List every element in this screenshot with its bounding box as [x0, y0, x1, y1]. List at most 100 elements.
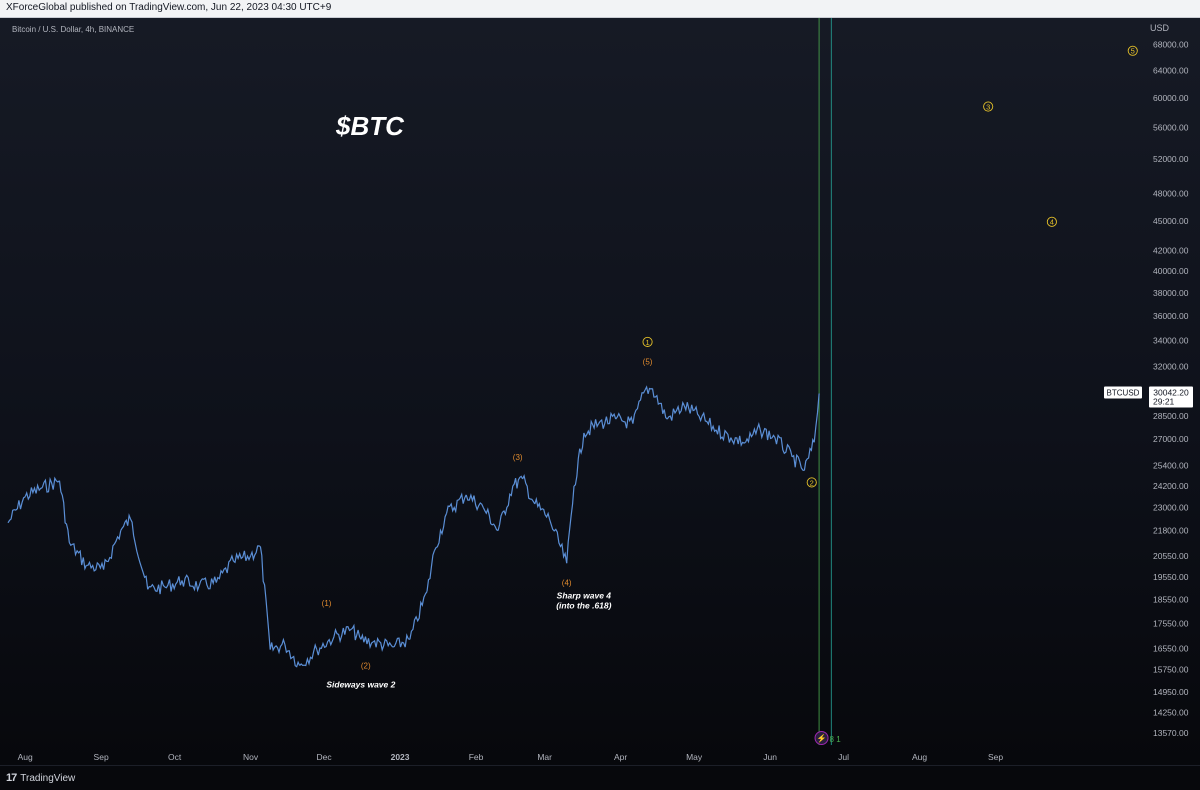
price-series-segment[interactable]: [730, 435, 746, 447]
wave-label-minor[interactable]: (1): [322, 599, 332, 608]
price-series-segment[interactable]: [497, 485, 514, 531]
wave-label-major[interactable]: 1: [645, 338, 649, 347]
price-series-segment[interactable]: [745, 421, 761, 444]
y-tick-label: 16550.00: [1153, 643, 1189, 653]
wave-label-minor[interactable]: (3): [513, 453, 523, 462]
price-series-segment[interactable]: [548, 518, 568, 564]
price-series-segment[interactable]: [360, 633, 374, 650]
price-series-segment[interactable]: [791, 453, 805, 471]
price-series-segment[interactable]: [583, 419, 600, 439]
y-tick-label: 24200.00: [1153, 481, 1189, 491]
y-tick-label: 18550.00: [1153, 595, 1189, 605]
y-tick-label: 15750.00: [1153, 665, 1189, 675]
price-series-segment[interactable]: [120, 513, 132, 531]
price-series-segment[interactable]: [68, 542, 87, 571]
price-series-segment[interactable]: [350, 623, 362, 641]
price-series-segment[interactable]: [181, 574, 200, 593]
price-series-segment[interactable]: [7, 496, 26, 524]
wave-label-major[interactable]: 5: [1131, 47, 1135, 56]
price-series-segment[interactable]: [651, 388, 668, 420]
price-series-segment[interactable]: [644, 385, 653, 394]
price-series-segment[interactable]: [147, 580, 166, 595]
price-series-segment[interactable]: [164, 576, 183, 592]
y-tick-label: 19550.00: [1153, 572, 1189, 582]
y-tick-label: 21800.00: [1153, 526, 1189, 536]
y-tick-label: 68000.00: [1153, 39, 1189, 49]
price-series-segment[interactable]: [482, 507, 499, 532]
price-series-segment[interactable]: [803, 437, 815, 471]
price-series-segment[interactable]: [372, 636, 394, 652]
price-series-segment[interactable]: [522, 473, 536, 505]
x-tick-label: Jul: [838, 752, 849, 762]
price-series-segment[interactable]: [632, 389, 646, 424]
price-series-segment[interactable]: [426, 550, 435, 592]
y-tick-label: 20550.00: [1153, 551, 1189, 561]
x-tick-label: Oct: [168, 752, 182, 762]
price-series-segment[interactable]: [813, 393, 820, 443]
tradingview-brand: TradingView: [20, 772, 76, 784]
price-series-segment[interactable]: [512, 475, 524, 489]
y-tick-label: 56000.00: [1153, 122, 1189, 132]
price-series-segment[interactable]: [465, 493, 484, 512]
wave-label-major[interactable]: 4: [1050, 218, 1054, 227]
x-tick-label: Dec: [317, 752, 333, 762]
last-price-label[interactable]: 30042.20: [1153, 388, 1189, 398]
y-tick-label: 48000.00: [1153, 188, 1189, 198]
chart-area[interactable]: [0, 18, 1200, 765]
wave-label-minor[interactable]: (4): [562, 579, 572, 588]
price-series-segment[interactable]: [86, 560, 105, 572]
price-series-segment[interactable]: [698, 411, 717, 433]
price-series-segment[interactable]: [333, 625, 352, 644]
price-series-segment[interactable]: [446, 492, 467, 514]
price-series-segment[interactable]: [392, 633, 411, 648]
y-tick-label: 34000.00: [1153, 336, 1189, 346]
price-series-segment[interactable]: [566, 485, 575, 564]
price-series-segment[interactable]: [409, 591, 428, 640]
price-series-segment[interactable]: [666, 400, 685, 421]
price-series-segment[interactable]: [615, 412, 634, 429]
price-series-segment[interactable]: [759, 427, 776, 441]
price-series-segment[interactable]: [598, 411, 617, 429]
wave-label-minor[interactable]: (5): [643, 357, 653, 366]
x-tick-label: Nov: [243, 752, 259, 762]
price-series-segment[interactable]: [683, 402, 700, 417]
tradingview-logo[interactable]: 17 TradingView: [6, 772, 75, 784]
y-tick-label: 25400.00: [1153, 460, 1189, 470]
price-series-segment[interactable]: [215, 554, 234, 583]
badge-label: 8 1: [830, 735, 842, 744]
symbol-tag[interactable]: BTCUSD: [1107, 389, 1140, 398]
chart-note[interactable]: Sideways wave 2: [326, 680, 395, 690]
price-series-segment[interactable]: [24, 483, 43, 501]
price-series-segment[interactable]: [269, 637, 286, 655]
countdown-label: 29:21: [1153, 397, 1175, 407]
price-series-segment[interactable]: [299, 643, 318, 667]
price-series-segment[interactable]: [534, 496, 551, 520]
price-series-segment[interactable]: [233, 550, 252, 564]
price-series-segment[interactable]: [250, 545, 261, 562]
price-series-segment[interactable]: [573, 432, 585, 487]
bottom-bar: [0, 765, 1200, 790]
price-series-segment[interactable]: [198, 576, 217, 590]
wave-label-circle: [806, 477, 817, 488]
lightning-icon[interactable]: [814, 731, 829, 745]
price-series-segment[interactable]: [715, 425, 732, 443]
wave-label-minor[interactable]: (2): [361, 661, 371, 670]
price-series-segment[interactable]: [41, 476, 60, 493]
chart-note[interactable]: (into the .618): [556, 600, 611, 610]
price-series-segment[interactable]: [129, 518, 149, 590]
price-series-segment[interactable]: [103, 530, 122, 570]
y-tick-label: 42000.00: [1153, 245, 1189, 255]
x-tick-label: Aug: [912, 752, 927, 762]
price-series-segment[interactable]: [259, 546, 271, 650]
price-series-segment[interactable]: [774, 433, 793, 458]
y-tick-label: 17550.00: [1153, 618, 1189, 628]
y-tick-label: 28500.00: [1153, 411, 1189, 421]
wave-label-major[interactable]: 3: [986, 102, 990, 111]
wave-label-major[interactable]: 2: [810, 478, 814, 487]
price-series-segment[interactable]: [284, 644, 301, 668]
chart-note[interactable]: Sharp wave 4: [557, 590, 612, 600]
price-series-segment[interactable]: [433, 513, 448, 551]
price-series-segment[interactable]: [316, 636, 335, 656]
price-series-segment[interactable]: [58, 480, 70, 543]
